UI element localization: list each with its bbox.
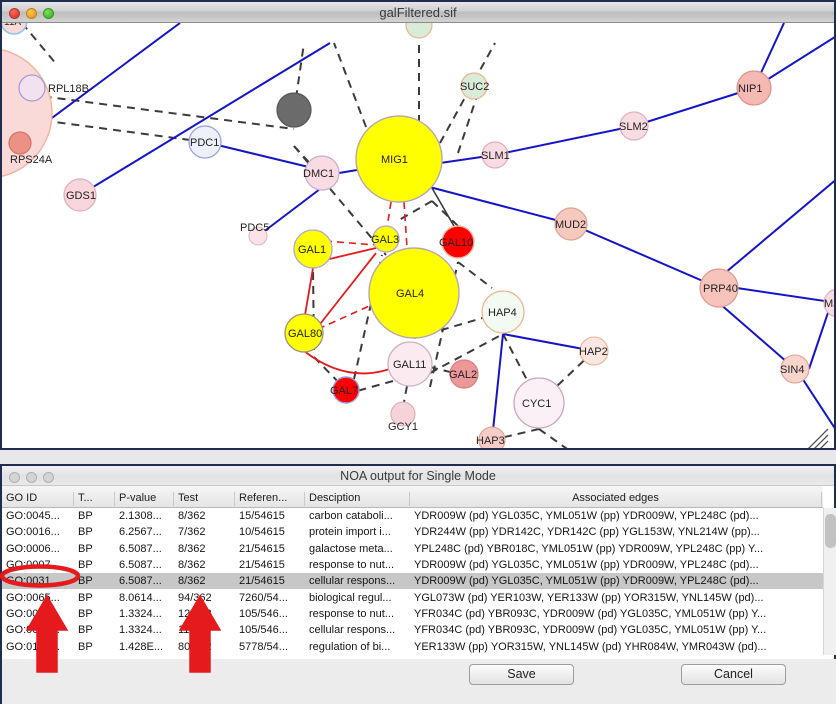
svg-text:HAP2: HAP2 [579, 346, 608, 358]
svg-text:PRP40: PRP40 [703, 283, 738, 295]
svg-text:DMC1: DMC1 [303, 168, 334, 180]
svg-text:RPL18B: RPL18B [48, 83, 89, 95]
svg-text:GCY1: GCY1 [388, 421, 418, 433]
svg-text:SUC2: SUC2 [460, 81, 489, 93]
svg-text:RPS24A: RPS24A [10, 154, 53, 166]
svg-text:GAL10: GAL10 [439, 237, 473, 249]
svg-text:PDC5: PDC5 [240, 222, 269, 234]
svg-text:MUD2: MUD2 [555, 219, 586, 231]
svg-text:PDC1: PDC1 [190, 137, 219, 149]
svg-text:NIP1: NIP1 [738, 83, 762, 95]
svg-text:SIN4: SIN4 [780, 364, 804, 376]
svg-text:GAL7: GAL7 [330, 385, 358, 397]
svg-text:MSI: MSI [824, 298, 836, 310]
svg-text:HAP3: HAP3 [476, 435, 505, 447]
svg-text:GAL4: GAL4 [396, 288, 424, 300]
svg-text:SLM2: SLM2 [619, 121, 648, 133]
svg-text:GAL3: GAL3 [371, 234, 399, 246]
svg-text:GDS1: GDS1 [66, 190, 96, 202]
svg-text:GAL1: GAL1 [298, 244, 326, 256]
svg-text:CYC1: CYC1 [522, 398, 551, 410]
svg-text:MIG1: MIG1 [381, 154, 408, 166]
svg-text:GAL11: GAL11 [393, 359, 426, 371]
svg-text:GAL80: GAL80 [288, 328, 322, 340]
svg-text:GAL2: GAL2 [449, 369, 477, 381]
svg-text:11A: 11A [4, 23, 21, 28]
svg-text:HAP4: HAP4 [488, 307, 517, 319]
svg-text:SLM1: SLM1 [481, 150, 510, 162]
